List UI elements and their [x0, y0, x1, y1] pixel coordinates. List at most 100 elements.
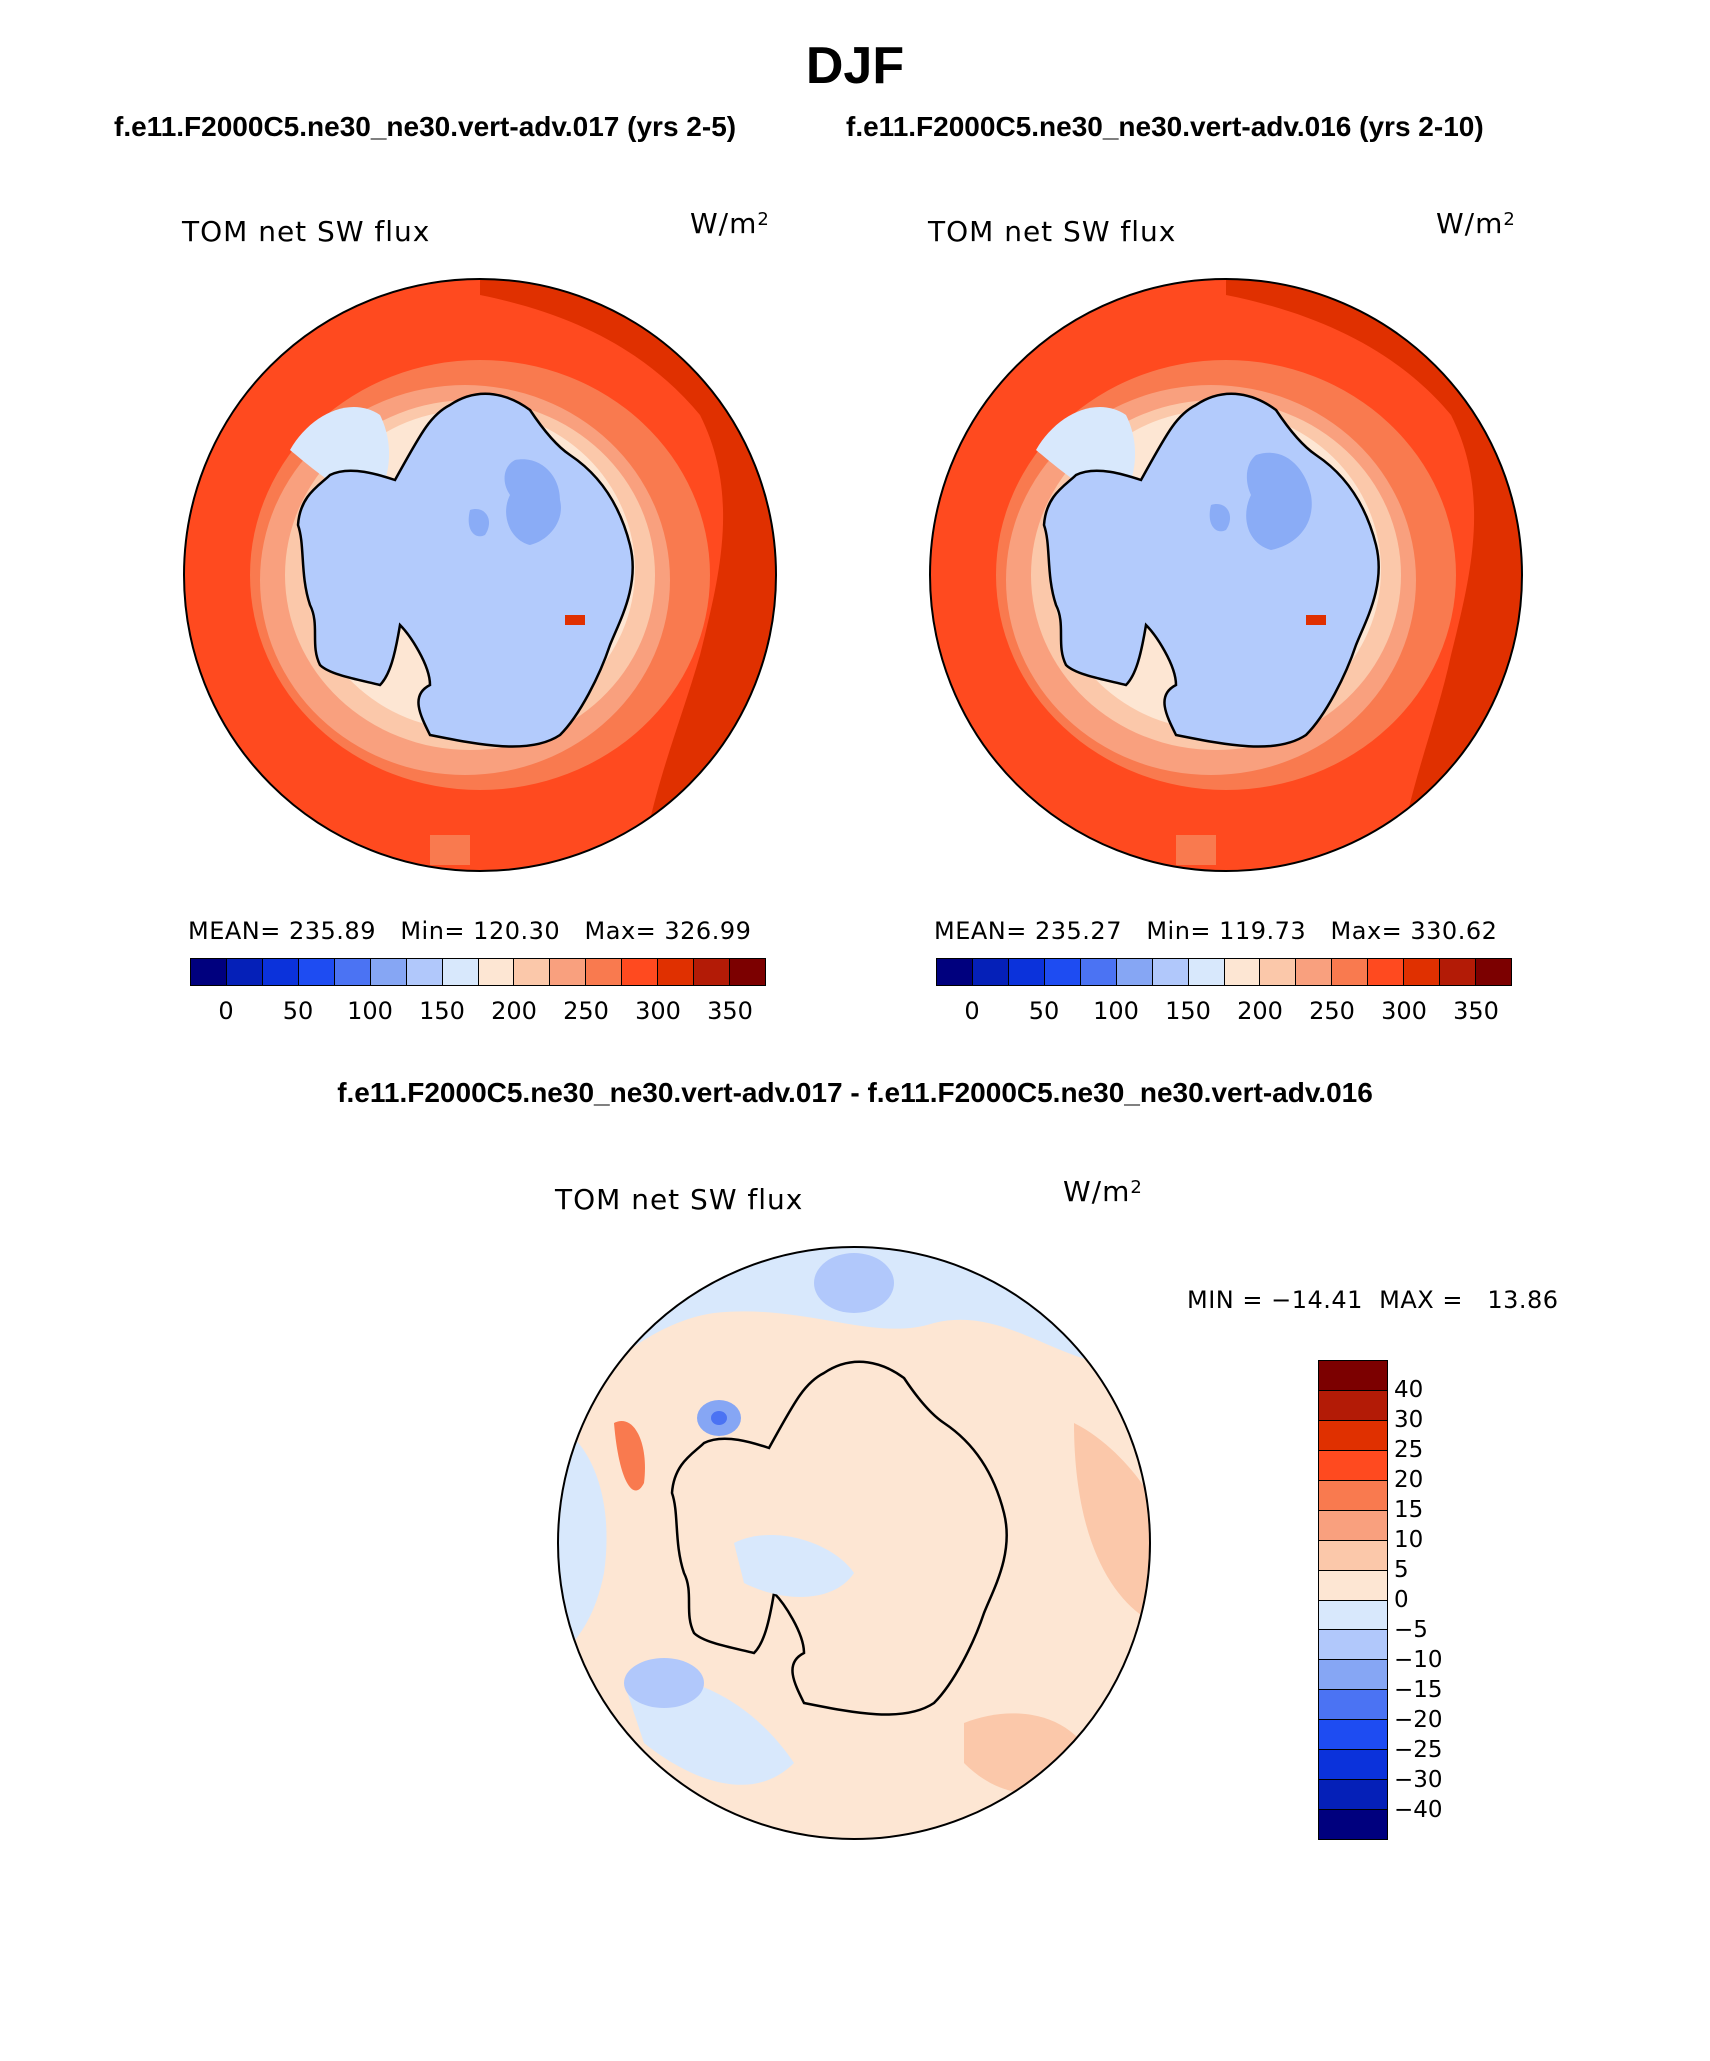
panel2-colorbar-box-9: [1260, 959, 1297, 985]
panel2-colorbar-box-15: [1476, 959, 1511, 985]
panel1-colorbar-box-12: [622, 959, 659, 985]
panel1-colorbar-tick: 50: [282, 997, 314, 1025]
diff-colorbar-tick: −30: [1394, 1767, 1443, 1793]
season-title: DJF: [805, 37, 905, 95]
panel1-colorbar-box-14: [694, 959, 731, 985]
panel2-colorbar-tick: 0: [964, 997, 980, 1025]
panel2-colorbar-box-14: [1440, 959, 1477, 985]
diff-colorbar-tick: 5: [1394, 1557, 1409, 1583]
panel1-variable-label: TOM net SW flux: [182, 215, 431, 248]
panel1-colorbar-tick: 0: [218, 997, 234, 1025]
diff-colorbar: [1318, 1360, 1388, 1840]
panel1-colorbar-tick: 150: [419, 997, 465, 1025]
diff-colorbar-box-4: [1319, 1480, 1387, 1511]
panel1-colorbar-tick: 300: [635, 997, 681, 1025]
panel2-stats: MEAN= 235.27 Min= 119.73 Max= 330.62: [934, 917, 1498, 945]
panel2-colorbar-box-12: [1368, 959, 1405, 985]
panel1-colorbar-box-5: [370, 959, 407, 985]
diff-colorbar-box-8: [1319, 1600, 1387, 1631]
panel1-stats: MEAN= 235.89 Min= 120.30 Max= 326.99: [188, 917, 752, 945]
panel2-colorbar-tick: 150: [1165, 997, 1211, 1025]
diff-colorbar-box-5: [1319, 1510, 1387, 1541]
panel2-unit: W/m2: [1436, 207, 1516, 240]
diff-colorbar-box-11: [1319, 1690, 1387, 1721]
panel1-colorbar: [190, 958, 766, 986]
panel2-colorbar: [936, 958, 1512, 986]
diff-colorbar-tick: 15: [1394, 1497, 1424, 1523]
panel1-colorbar-tick: 100: [347, 997, 393, 1025]
diff-colorbar-tick: −5: [1394, 1617, 1428, 1643]
diff-colorbar-tick: −10: [1394, 1647, 1443, 1673]
panel2-colorbar-box-10: [1296, 959, 1333, 985]
diff-antarctica: [670, 1360, 1008, 1716]
diff-colorbar-tick: 40: [1394, 1377, 1424, 1403]
panel1-colorbar-box-15: [730, 959, 765, 985]
diff-colorbar-box-15: [1319, 1810, 1387, 1839]
panel1-colorbar-box-10: [550, 959, 587, 985]
panel1-colorbar-box-11: [586, 959, 623, 985]
panel1-colorbar-box-2: [262, 959, 299, 985]
diff-colorbar-tick: −40: [1394, 1797, 1443, 1823]
diff-colorbar-tick: 25: [1394, 1437, 1424, 1463]
panel2-colorbar-tick: 350: [1453, 997, 1499, 1025]
diff-unit: W/m2: [1063, 1175, 1143, 1208]
diff-colorbar-box-6: [1319, 1540, 1387, 1571]
diff-colorbar-tick: 20: [1394, 1467, 1424, 1493]
panel2-colorbar-tick: 200: [1237, 997, 1283, 1025]
case-title-left: f.e11.F2000C5.ne30_ne30.vert-adv.017 (yr…: [114, 111, 737, 142]
diff-colorbar-tick: 10: [1394, 1527, 1424, 1553]
panel2-colorbar-box-11: [1332, 959, 1369, 985]
panel2-colorbar-tick: 300: [1381, 997, 1427, 1025]
panel1-colorbar-box-3: [298, 959, 335, 985]
panel2-colorbar-box-3: [1044, 959, 1081, 985]
panel2-colorbar-box-8: [1224, 959, 1261, 985]
panel1-colorbar-box-8: [478, 959, 515, 985]
panel2-colorbar-box-2: [1008, 959, 1045, 985]
panel2-colorbar-box-7: [1188, 959, 1225, 985]
panel1-colorbar-box-9: [514, 959, 551, 985]
panel1-colorbar-box-4: [334, 959, 371, 985]
diff-colorbar-tick: 0: [1394, 1587, 1409, 1613]
panel2-colorbar-box-5: [1116, 959, 1153, 985]
panel1-colorbar-box-1: [226, 959, 263, 985]
panel1-colorbar-tick: 200: [491, 997, 537, 1025]
diff-colorbar-box-2: [1319, 1420, 1387, 1451]
diff-polar-map: [557, 1246, 1151, 1840]
panel2-colorbar-box-13: [1404, 959, 1441, 985]
panel1-colorbar-tick: 350: [707, 997, 753, 1025]
diff-colorbar-box-3: [1319, 1450, 1387, 1481]
panel2-colorbar-box-6: [1152, 959, 1189, 985]
diff-colorbar-box-1: [1319, 1390, 1387, 1421]
panel1-colorbar-box-7: [442, 959, 479, 985]
case-title-right: f.e11.F2000C5.ne30_ne30.vert-adv.016 (yr…: [846, 111, 1484, 142]
panel2-colorbar-box-4: [1080, 959, 1117, 985]
diff-colorbar-box-0: [1319, 1361, 1387, 1391]
panel1-colorbar-box-13: [658, 959, 695, 985]
difference-title: f.e11.F2000C5.ne30_ne30.vert-adv.017 - f…: [337, 1077, 1373, 1108]
panel1-colorbar-tick: 250: [563, 997, 609, 1025]
diff-colorbar-tick: −20: [1394, 1707, 1443, 1733]
diff-colorbar-box-7: [1319, 1570, 1387, 1601]
diff-colorbar-box-9: [1319, 1630, 1387, 1661]
panel2-colorbar-tick: 250: [1309, 997, 1355, 1025]
diff-minmax: MIN = −14.41 MAX = 13.86: [1187, 1286, 1559, 1314]
panel1-colorbar-box-0: [191, 959, 227, 985]
panel2-polar-map: [929, 278, 1523, 872]
panel1-unit: W/m2: [690, 207, 770, 240]
panel2-colorbar-tick: 100: [1093, 997, 1139, 1025]
diff-variable-label: TOM net SW flux: [555, 1183, 804, 1216]
panel1-dark-band: [480, 279, 776, 871]
diff-colorbar-box-14: [1319, 1780, 1387, 1811]
diff-colorbar-box-12: [1319, 1720, 1387, 1751]
panel2-dark-band: [1226, 279, 1522, 871]
panel1-polar-map: [183, 278, 777, 872]
panel2-colorbar-box-1: [972, 959, 1009, 985]
diff-colorbar-box-13: [1319, 1750, 1387, 1781]
panel2-colorbar-box-0: [937, 959, 973, 985]
diff-colorbar-box-10: [1319, 1660, 1387, 1691]
panel2-variable-label: TOM net SW flux: [928, 215, 1177, 248]
diff-colorbar-tick: −15: [1394, 1677, 1443, 1703]
panel2-colorbar-tick: 50: [1028, 997, 1060, 1025]
diff-colorbar-tick: −25: [1394, 1737, 1443, 1763]
panel1-colorbar-box-6: [406, 959, 443, 985]
